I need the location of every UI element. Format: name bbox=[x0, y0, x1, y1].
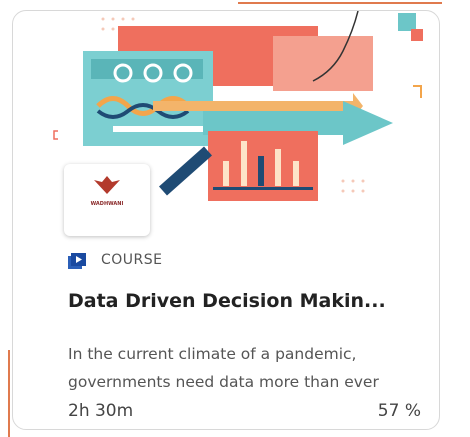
course-kind: COURSE bbox=[101, 252, 163, 268]
accent-line bbox=[8, 350, 10, 437]
accent-line bbox=[238, 2, 442, 4]
course-progress: 57 % bbox=[378, 401, 421, 421]
course-title[interactable]: Data Driven Decision Makin... bbox=[68, 290, 386, 312]
course-icon bbox=[68, 253, 86, 269]
logo-mark bbox=[64, 164, 150, 200]
provider-logo: WADHWANI bbox=[64, 164, 150, 236]
page: WADHWANI COURSE Data Driven Decision Mak… bbox=[0, 0, 470, 437]
screen: WADHWANI COURSE Data Driven Decision Mak… bbox=[0, 0, 470, 437]
course-description: In the current climate of a pandemic, go… bbox=[68, 340, 430, 396]
logo-text: WADHWANI bbox=[64, 201, 150, 207]
course-duration: 2h 30m bbox=[68, 401, 133, 421]
course-card[interactable]: WADHWANI COURSE Data Driven Decision Mak… bbox=[12, 10, 440, 430]
